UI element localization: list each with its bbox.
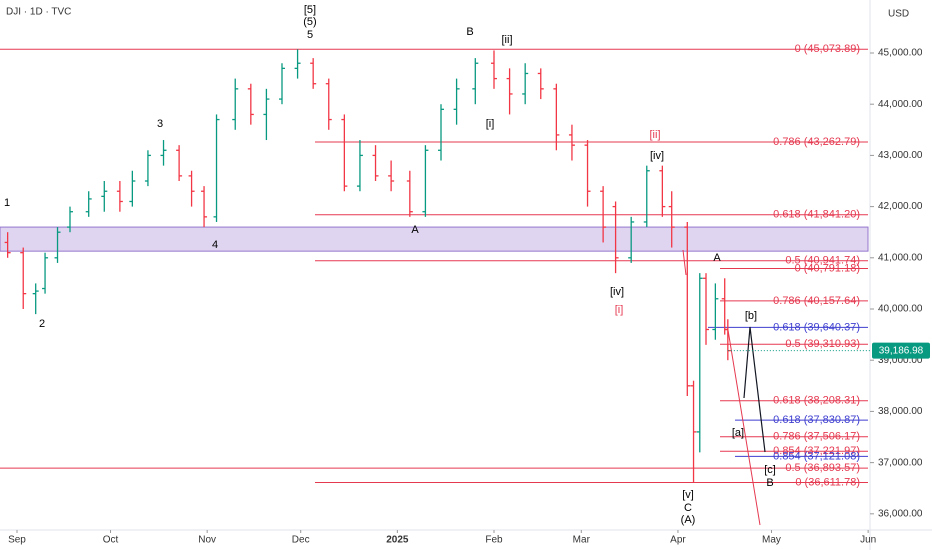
wave-label: B (766, 477, 773, 489)
wave-label: [iv] (650, 150, 664, 162)
projection-arrow (743, 326, 766, 453)
wave-label: B (466, 26, 473, 38)
wave-label: A (411, 224, 419, 236)
wave-label: 4 (212, 239, 218, 251)
wave-label: [c] (764, 464, 776, 476)
wave-label: [iv] (610, 286, 624, 298)
y-tick-label: 43,000.00 (878, 150, 923, 161)
fib-label: 0.618 (37,830.87) (773, 414, 860, 426)
y-tick-label: 38,000.00 (878, 406, 923, 417)
x-tick-label: Oct (103, 535, 119, 546)
x-tick-label: Feb (485, 535, 503, 546)
wave-label: [ii] (650, 129, 661, 141)
y-tick-label: 39,000.00 (878, 355, 923, 366)
wave-label: A (713, 252, 721, 264)
symbol-title: DJI · 1D · TVC (6, 7, 71, 18)
fib-label: 0 (45,073.89) (795, 43, 860, 55)
fib-label: 0 (40,791.18) (795, 262, 860, 274)
wave-label: [b] (745, 310, 757, 322)
fib-label: 0.786 (43,262.79) (773, 136, 860, 148)
fib-label: 0.786 (37,506.17) (773, 431, 860, 443)
wave-label: [ii] (502, 34, 513, 46)
fib-label: 0.854 (37,121.08) (773, 450, 860, 462)
wave-label: 5 (307, 29, 313, 41)
y-tick-label: 42,000.00 (878, 201, 923, 212)
fib-label: 0.5 (36,893.57) (785, 462, 860, 474)
wave-label: [v] (682, 489, 694, 501)
wave-label: C (684, 502, 692, 514)
fib-label: 0 (36,611.78) (795, 476, 860, 488)
fib-label: 0.618 (39,640.37) (773, 321, 860, 333)
fib-label: 0.5 (40,941.74) (785, 255, 860, 267)
trend-line (682, 249, 687, 276)
fib-label: 0.618 (38,208.31) (773, 395, 860, 407)
wave-label: [i] (486, 118, 495, 130)
y-tick-label: 41,000.00 (878, 252, 923, 263)
fib-label: 0.854 (37,221.97) (773, 445, 860, 457)
wave-label: 1 (4, 197, 10, 209)
trend-line (727, 329, 761, 526)
y-tick-label: 40,000.00 (878, 304, 923, 315)
x-tick-label: Jun (860, 535, 876, 546)
last-price-label: 39,186.98 (879, 345, 924, 356)
x-tick-label: Apr (670, 535, 686, 546)
fib-label: 0.786 (40,157.64) (773, 295, 860, 307)
wave-label: (5) (303, 16, 316, 28)
wave-label: [5] (304, 4, 316, 16)
x-tick-label: 2025 (386, 535, 409, 546)
wave-label: 2 (39, 318, 45, 330)
wave-label: [a] (732, 427, 744, 439)
last-price-box (872, 342, 930, 359)
wave-label: 3 (157, 118, 163, 130)
y-tick-label: 45,000.00 (878, 48, 923, 59)
x-tick-label: May (762, 535, 781, 546)
x-tick-label: Mar (573, 535, 591, 546)
wave-label: [i] (615, 304, 624, 316)
x-tick-label: Sep (8, 535, 26, 546)
x-tick-label: Nov (198, 535, 216, 546)
x-tick-label: Dec (292, 535, 310, 546)
y-tick-label: 44,000.00 (878, 99, 923, 110)
y-tick-label: 37,000.00 (878, 457, 923, 468)
support-zone (0, 226, 869, 252)
currency-label: USD (888, 9, 909, 20)
y-tick-label: 36,000.00 (878, 508, 923, 519)
wave-label: (A) (681, 514, 696, 526)
fib-label: 0.5 (39,310.93) (785, 338, 860, 350)
fib-label: 0.618 (41,841.20) (773, 209, 860, 221)
